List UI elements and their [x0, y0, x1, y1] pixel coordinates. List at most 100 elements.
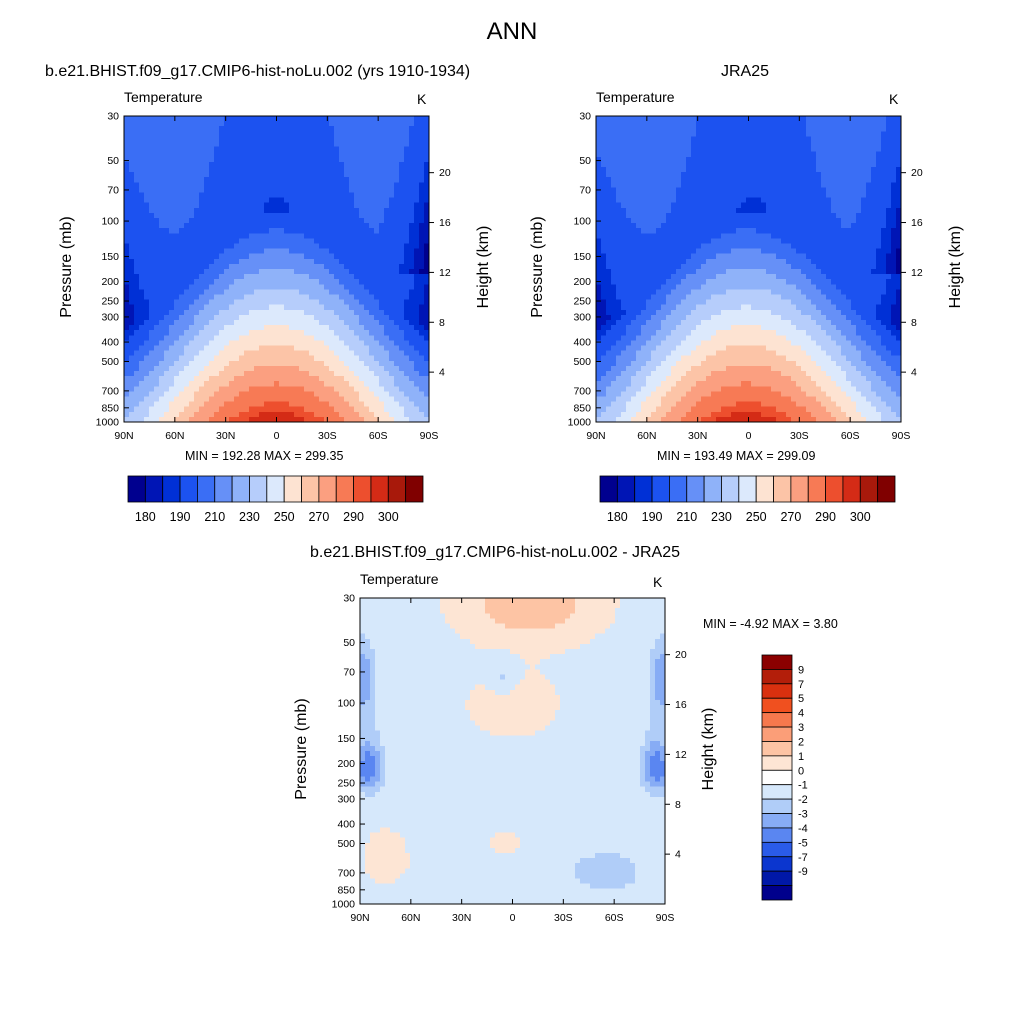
contour-cell — [886, 177, 892, 183]
contour-cell — [856, 131, 862, 137]
contour-cell — [349, 116, 355, 122]
contour-cell — [841, 131, 847, 137]
contour-cell — [364, 284, 370, 290]
contour-cell — [666, 167, 672, 173]
contour-cell — [124, 131, 130, 137]
contour-cell — [389, 182, 395, 188]
contour-cell — [409, 197, 415, 204]
contour-cell — [414, 330, 420, 336]
contour-cell — [264, 371, 270, 377]
contour-cell — [299, 376, 305, 382]
contour-cell — [374, 365, 380, 372]
contour-cell — [324, 406, 330, 413]
contour-cell — [379, 233, 385, 239]
contour-cell — [174, 314, 180, 321]
contour-cell — [259, 294, 265, 301]
contour-cell — [239, 156, 245, 163]
contour-cell — [179, 376, 185, 382]
contour-cell — [801, 207, 807, 214]
contour-cell — [419, 121, 425, 127]
contour-cell — [174, 401, 180, 408]
contour-cell — [244, 212, 250, 219]
contour-cell — [364, 126, 370, 132]
contour-cell — [364, 177, 370, 183]
contour-cell — [209, 309, 215, 316]
contour-cell — [414, 314, 420, 321]
contour-cell — [189, 381, 195, 387]
contour-cell — [274, 258, 280, 265]
contour-cell — [339, 223, 345, 229]
contour-cell — [384, 136, 390, 143]
contour-cell — [696, 167, 702, 173]
contour-cell — [726, 136, 732, 143]
contour-cell — [139, 126, 145, 132]
contour-cell — [309, 228, 315, 234]
contour-cell — [636, 202, 642, 209]
contour-cell — [164, 146, 170, 153]
contour-cell — [329, 212, 335, 219]
contour-cell — [379, 279, 385, 285]
contour-cell — [189, 182, 195, 188]
contour-cell — [339, 202, 345, 209]
contour-cell — [369, 192, 375, 199]
contour-cell — [174, 411, 180, 418]
contour-cell — [344, 355, 350, 362]
contour-cell — [681, 116, 687, 122]
contour-cell — [309, 212, 315, 219]
contour-cell — [636, 177, 642, 183]
contour-cell — [716, 136, 722, 143]
contour-cell — [149, 238, 155, 245]
contour-cell — [394, 360, 400, 367]
contour-cell — [319, 314, 325, 321]
contour-cell — [816, 131, 822, 137]
contour-cell — [314, 161, 320, 168]
contour-cell — [149, 309, 155, 316]
contour-cell — [424, 299, 430, 306]
contour-cell — [199, 381, 205, 387]
contour-cell — [314, 381, 320, 387]
contour-cell — [244, 202, 250, 209]
contour-cell — [149, 192, 155, 199]
contour-cell — [204, 228, 210, 234]
contour-cell — [299, 345, 305, 352]
contour-cell — [229, 218, 235, 224]
contour-cell — [821, 177, 827, 183]
contour-cell — [344, 212, 350, 219]
contour-cell — [364, 289, 370, 296]
contour-cell — [821, 172, 827, 178]
contour-cell — [369, 177, 375, 183]
contour-cell — [174, 192, 180, 199]
contour-cell — [816, 141, 822, 148]
contour-cell — [409, 223, 415, 229]
contour-cell — [189, 371, 195, 377]
contour-cell — [149, 274, 155, 280]
contour-cell — [826, 202, 832, 209]
contour-cell — [791, 187, 797, 194]
contour-cell — [184, 381, 190, 387]
contour-cell — [289, 151, 295, 158]
contour-cell — [881, 126, 887, 132]
contour-cell — [424, 172, 430, 178]
contour-cell — [771, 218, 777, 224]
contour-cell — [254, 238, 260, 245]
contour-cell — [334, 314, 340, 321]
contour-cell — [134, 187, 140, 194]
contour-cell — [209, 376, 215, 382]
contour-cell — [761, 156, 767, 163]
contour-cell — [139, 304, 145, 311]
contour-cell — [646, 192, 652, 199]
contour-cell — [154, 411, 160, 418]
contour-cell — [259, 304, 265, 311]
contour-cell — [354, 182, 360, 188]
contour-cell — [334, 411, 340, 418]
contour-cell — [299, 141, 305, 148]
contour-cell — [816, 182, 822, 188]
contour-cell — [851, 207, 857, 214]
contour-cell — [364, 330, 370, 336]
contour-cell — [409, 274, 415, 280]
contour-cell — [259, 192, 265, 199]
contour-cell — [746, 151, 752, 158]
contour-cell — [384, 172, 390, 178]
contour-cell — [324, 304, 330, 311]
contour-cell — [124, 376, 130, 382]
